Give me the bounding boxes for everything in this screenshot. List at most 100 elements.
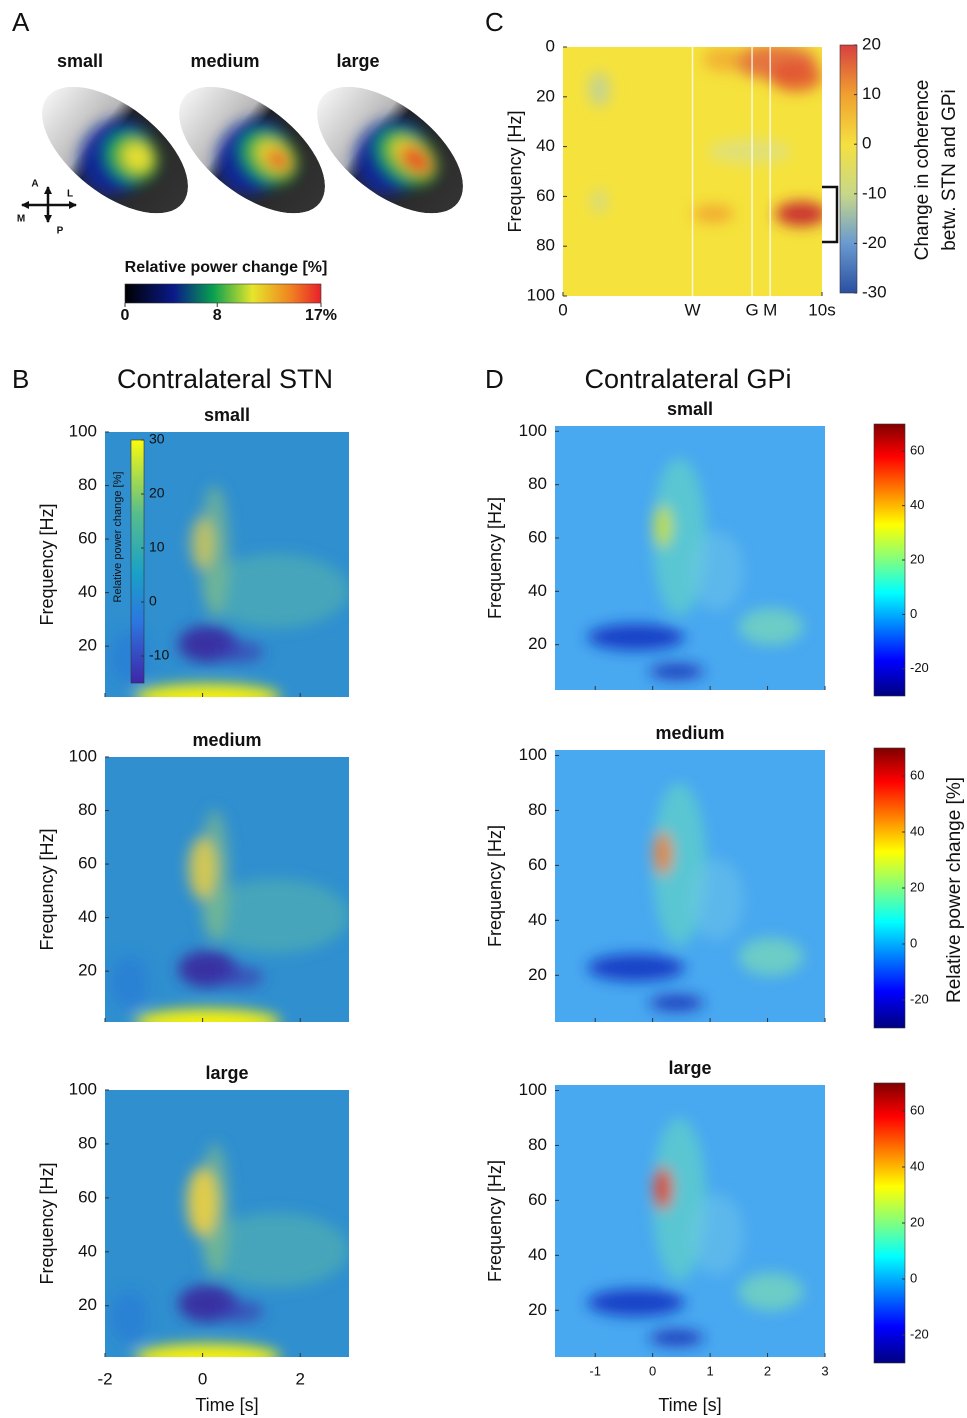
- colorbar-tick-label: 0: [149, 593, 157, 609]
- colorbar: [873, 747, 906, 1029]
- colorbar-tick-label: 17%: [305, 307, 337, 324]
- colorbar-tick-label: 20: [149, 485, 165, 501]
- colorbar-label: Change in coherence: [912, 80, 933, 261]
- y-tick-label: 20: [528, 634, 547, 653]
- y-tick-label: 60: [528, 527, 547, 546]
- surface-title: small: [57, 51, 103, 71]
- y-tick-label: 20: [528, 1300, 547, 1319]
- subplot-title: large: [205, 1063, 248, 1083]
- colorbar-tick-label: 40: [910, 497, 924, 512]
- heatmap-texture: [587, 1117, 804, 1347]
- y-tick-label: 20: [528, 965, 547, 984]
- colorbar-tick-label: 20: [910, 1214, 924, 1229]
- y-tick-label: 100: [527, 285, 555, 304]
- activation-blob: [399, 146, 431, 174]
- colorbar: [124, 283, 322, 304]
- x-tick-label: M: [763, 300, 777, 319]
- y-tick-label: 60: [528, 855, 547, 874]
- colorbar: [873, 423, 906, 697]
- y-tick-label: 20: [78, 961, 97, 980]
- activation-blob: [265, 149, 290, 170]
- heatmap-blob: [770, 61, 822, 92]
- y-axis-label: Frequency [Hz]: [485, 825, 505, 947]
- y-tick-label: 0: [546, 36, 555, 55]
- heatmap-texture: [587, 782, 804, 1012]
- y-tick-label: 40: [528, 1245, 547, 1264]
- heatmap-blob: [214, 1300, 264, 1323]
- y-tick-label: 40: [78, 582, 97, 601]
- surface-title: large: [336, 51, 379, 71]
- heatmap-blob: [591, 188, 608, 214]
- brain-surface: [317, 86, 463, 214]
- orientation-label: M: [17, 214, 25, 225]
- y-tick-label: 20: [78, 636, 97, 655]
- y-tick-label: 80: [78, 475, 97, 494]
- panel-label: B: [12, 364, 29, 394]
- colorbar-label: Relative power change [%]: [944, 777, 965, 1003]
- brain-surface: [179, 86, 325, 214]
- heatmap-blob: [214, 641, 264, 663]
- heatmap-texture: [109, 810, 349, 1022]
- heatmap-blob: [692, 205, 734, 223]
- y-tick-label: 100: [69, 421, 97, 440]
- panel-label: D: [485, 364, 504, 394]
- colorbar-tick-label: 0: [910, 935, 917, 950]
- heatmap-blob: [738, 1272, 804, 1311]
- y-axis-label: Frequency [Hz]: [485, 497, 505, 619]
- heatmap-blob: [587, 954, 685, 982]
- y-tick-label: 80: [528, 474, 547, 493]
- colorbar-tick-label: 30: [149, 431, 165, 447]
- y-tick-label: 100: [519, 421, 547, 440]
- surface-title: medium: [190, 51, 259, 71]
- y-tick-label: 40: [78, 907, 97, 926]
- y-tick-label: 80: [78, 1133, 97, 1152]
- x-tick-label: G: [745, 300, 758, 319]
- colorbar-tick-label: 8: [213, 307, 222, 324]
- y-tick-label: 40: [528, 910, 547, 929]
- x-tick-label: W: [684, 300, 700, 319]
- y-tick-label: 60: [536, 186, 555, 205]
- heatmap: [105, 432, 349, 697]
- y-tick-label: 60: [78, 529, 97, 548]
- activation: [78, 118, 159, 196]
- subplot-title: small: [667, 399, 713, 419]
- heatmap-blob: [588, 71, 610, 107]
- heatmap: [105, 1090, 349, 1357]
- colorbar-tick-label: 20: [862, 34, 881, 53]
- y-tick-label: 60: [528, 1190, 547, 1209]
- y-axis-label: Frequency [Hz]: [505, 110, 525, 232]
- heatmap-blob: [708, 139, 791, 165]
- colorbar-tick-label: 10: [149, 539, 165, 555]
- heatmap-blob: [649, 663, 704, 680]
- heatmap-texture: [587, 457, 804, 680]
- heatmap-blob: [134, 1008, 281, 1022]
- heatmap-blob: [200, 485, 230, 618]
- colorbar-tick-label: 60: [910, 1102, 924, 1117]
- y-tick-label: 40: [536, 136, 555, 155]
- colorbar-tick-label: -20: [910, 991, 929, 1006]
- orientation-label: P: [57, 226, 64, 237]
- heatmap: [563, 47, 822, 296]
- heatmap-blob: [587, 624, 685, 651]
- heatmap-blob: [190, 516, 215, 570]
- colorbar-label: Relative power change [%]: [125, 259, 328, 276]
- x-tick-label: -1: [589, 1363, 601, 1378]
- colorbar-tick-label: -20: [910, 660, 929, 675]
- panel-label: C: [485, 7, 504, 37]
- colorbar-tick-label: 40: [910, 1158, 924, 1173]
- heatmap-blob: [690, 1193, 744, 1276]
- panel-title: Contralateral GPi: [584, 364, 791, 394]
- x-tick-label: 3: [821, 1363, 828, 1378]
- colorbar-tick-label: 60: [910, 443, 924, 458]
- activation-blob: [121, 142, 153, 173]
- x-tick-label: 0: [558, 300, 567, 319]
- y-axis-label: Frequency [Hz]: [37, 828, 57, 950]
- x-tick-label: 2: [764, 1363, 771, 1378]
- heatmap-blob: [690, 531, 744, 611]
- heatmap-blob: [188, 837, 217, 900]
- subplot-title: medium: [192, 730, 261, 750]
- y-tick-label: 100: [69, 746, 97, 765]
- y-axis-label: Frequency [Hz]: [485, 1160, 505, 1282]
- heatmap-blob: [109, 955, 149, 1009]
